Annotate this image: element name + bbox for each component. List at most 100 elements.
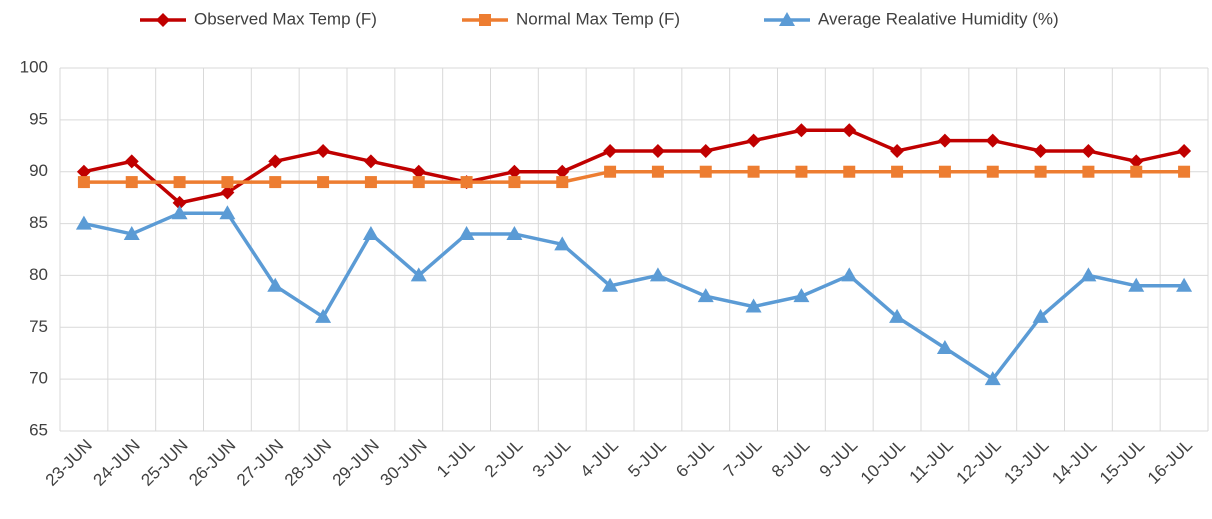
marker [458,225,475,240]
marker [603,143,618,158]
marker [220,185,235,200]
x-tick-label: 3-JUL [529,436,575,482]
x-tick-label: 27-JUN [233,436,287,490]
series-line [83,128,1185,205]
x-tick-label: 10-JUL [857,436,909,488]
y-tick-label: 70 [29,369,48,388]
marker [171,205,188,220]
marker [698,143,713,158]
marker [779,12,795,26]
marker [794,123,809,138]
marker [125,176,138,189]
x-tick-label: 8-JUL [768,436,814,482]
legend-label: Average Realative Humidity (%) [818,9,1059,28]
marker [555,164,570,179]
marker [985,133,1000,148]
marker [173,176,186,189]
series-line [83,169,1185,184]
marker [315,308,332,323]
marker [1080,267,1097,282]
y-tick-label: 65 [29,420,48,439]
marker [1177,143,1192,158]
y-tick-label: 75 [29,317,48,336]
marker [697,288,714,303]
x-tick-label: 14-JUL [1048,436,1100,488]
marker [410,267,427,282]
marker [507,164,522,179]
marker [604,165,617,178]
marker [1033,143,1048,158]
x-tick-label: 24-JUN [90,436,144,490]
x-tick-label: 26-JUN [185,436,239,490]
legend-label: Normal Max Temp (F) [516,9,680,28]
marker [843,165,856,178]
marker [891,165,904,178]
marker [602,277,619,292]
marker [936,340,953,355]
x-tick-label: 28-JUN [281,436,335,490]
marker [219,205,236,220]
x-tick-label: 15-JUL [1096,436,1148,488]
x-tick-label: 16-JUL [1144,436,1196,488]
marker [156,13,170,27]
x-tick-label: 12-JUL [953,436,1005,488]
marker [651,165,664,178]
marker [1032,308,1049,323]
marker [317,176,330,189]
marker [1082,165,1095,178]
marker [267,277,284,292]
y-tick-label: 95 [29,109,48,128]
marker [1034,165,1047,178]
marker [412,176,425,189]
marker [123,225,140,240]
marker [411,164,426,179]
marker [554,236,571,251]
marker [460,176,473,189]
marker [937,133,952,148]
y-tick-label: 80 [29,265,48,284]
series-line [83,211,1185,382]
marker [984,371,1001,386]
marker [1081,143,1096,158]
marker [221,176,234,189]
marker [795,165,808,178]
marker [75,215,92,230]
marker [556,176,569,189]
marker [506,225,523,240]
x-tick-label: 9-JUL [816,436,862,482]
marker [1129,154,1144,169]
marker [745,298,762,313]
marker [479,14,491,26]
x-tick-label: 7-JUL [720,436,766,482]
marker [650,143,665,158]
marker [986,165,999,178]
x-tick-label: 11-JUL [906,436,957,487]
x-tick-label: 29-JUN [329,436,383,490]
marker [938,165,951,178]
y-tick-label: 85 [29,213,48,232]
marker [841,267,858,282]
marker [1178,165,1191,178]
marker [172,195,187,210]
x-tick-label: 25-JUN [137,436,191,490]
marker [269,176,282,189]
marker [124,154,139,169]
marker [77,176,90,189]
marker [508,176,521,189]
marker [889,308,906,323]
marker [699,165,712,178]
marker [76,164,91,179]
x-tick-label: 23-JUN [42,436,96,490]
marker [890,143,905,158]
x-tick-label: 2-JUL [481,436,527,482]
marker [1128,277,1145,292]
marker [793,288,810,303]
x-tick-label: 13-JUL [1000,436,1052,488]
marker [1130,165,1143,178]
y-tick-label: 90 [29,161,48,180]
marker [362,225,379,240]
x-tick-label: 6-JUL [672,436,718,482]
x-tick-label: 30-JUN [377,436,431,490]
marker [316,143,331,158]
